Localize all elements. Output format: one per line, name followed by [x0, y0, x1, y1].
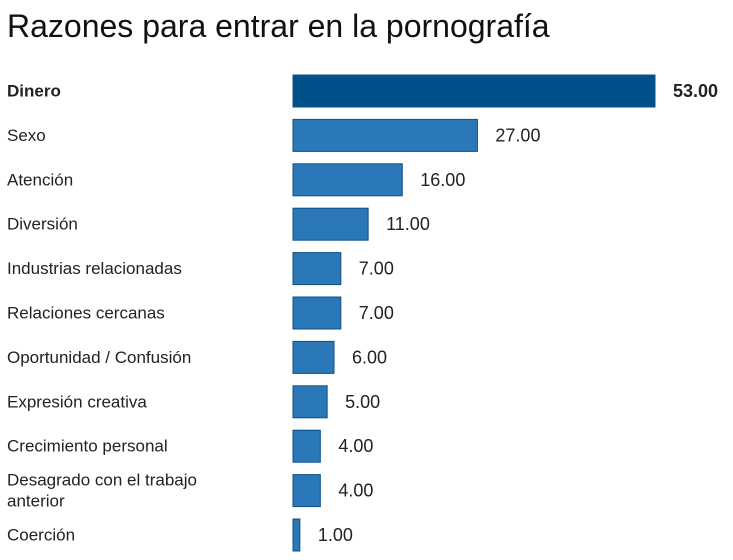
value-label: 4.00 [338, 436, 373, 456]
category-label: Desagrado con el trabajo anterior [7, 471, 197, 511]
bar [292, 118, 478, 152]
category-label: Oportunidad / Confusión [7, 348, 191, 367]
value-label: 5.00 [345, 392, 380, 412]
value-label: 7.00 [359, 259, 394, 279]
bar [292, 518, 301, 552]
bar [292, 74, 656, 108]
bar [292, 385, 328, 419]
bar [292, 296, 342, 330]
category-label: Diversión [7, 215, 78, 234]
category-label: Relaciones cercanas [7, 304, 165, 323]
category-label: Coerción [7, 526, 75, 545]
value-label: 16.00 [420, 170, 465, 190]
bar [292, 163, 403, 197]
value-label: 1.00 [318, 525, 353, 545]
bar [292, 252, 342, 286]
category-label: Dinero [7, 82, 61, 101]
chart-title: Razones para entrar en la pornografía [7, 8, 550, 44]
value-label: 6.00 [352, 347, 387, 367]
value-label: 4.00 [338, 481, 373, 501]
category-label: Industrias relacionadas [7, 259, 182, 278]
value-label: 53.00 [673, 81, 718, 101]
value-label: 11.00 [386, 214, 430, 234]
bar [292, 340, 335, 374]
category-label: Atención [7, 170, 73, 189]
value-label: 27.00 [495, 125, 540, 145]
value-label: 7.00 [359, 303, 394, 323]
bar [292, 207, 369, 241]
category-label: Crecimiento personal [7, 437, 168, 456]
category-label: Sexo [7, 126, 46, 145]
bar [292, 429, 321, 463]
bar [292, 474, 321, 508]
category-label: Expresión creativa [7, 392, 147, 411]
